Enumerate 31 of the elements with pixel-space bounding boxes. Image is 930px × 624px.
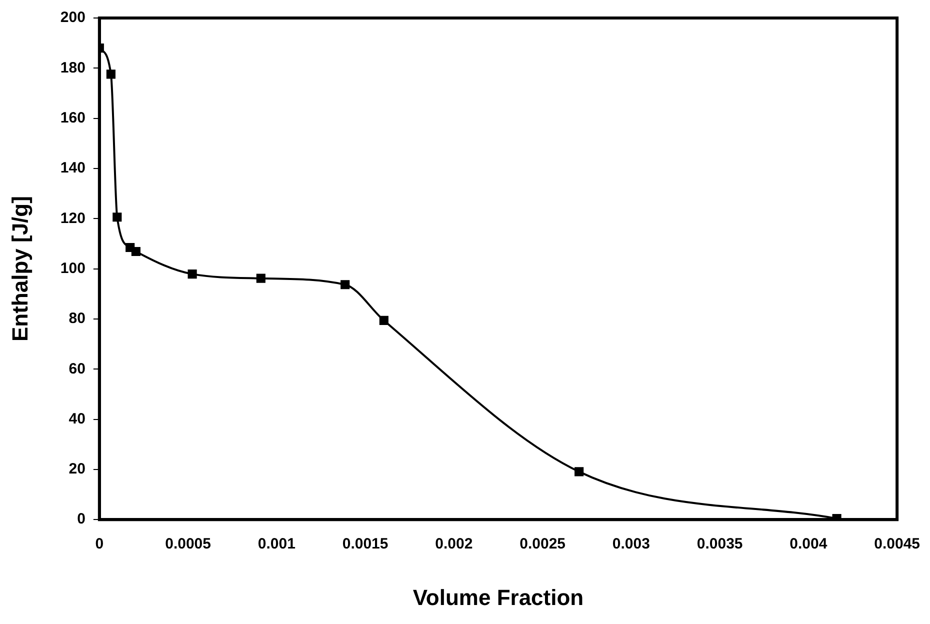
y-tick-label: 180 bbox=[60, 59, 86, 76]
x-tick-label: 0.0045 bbox=[874, 536, 920, 553]
x-tick-label: 0.003 bbox=[612, 536, 650, 553]
point bbox=[106, 70, 116, 79]
point bbox=[574, 467, 584, 476]
y-tick-label: 100 bbox=[60, 260, 86, 277]
y-tick-label: 80 bbox=[68, 310, 86, 328]
point bbox=[256, 274, 266, 283]
x-tick-label: 0.0035 bbox=[696, 536, 743, 553]
x-tick-label: 0 bbox=[95, 536, 104, 553]
point bbox=[188, 270, 197, 279]
y-axis-title: Enthalpy [J/g] bbox=[7, 196, 32, 342]
x-axis-title: Volume Fraction bbox=[412, 584, 584, 610]
point bbox=[379, 316, 388, 325]
point bbox=[131, 246, 140, 256]
y-tick-label: 200 bbox=[60, 9, 86, 26]
y-tick-label: 40 bbox=[68, 410, 86, 428]
point bbox=[340, 280, 350, 290]
x-tick-label: 0.0025 bbox=[520, 536, 566, 553]
y-tick-label: 160 bbox=[60, 109, 86, 126]
x-tick-label: 0.0015 bbox=[342, 536, 388, 553]
x-tick-label: 0.002 bbox=[435, 536, 473, 553]
y-tick-label: 0 bbox=[77, 510, 86, 528]
y-tick-label: 20 bbox=[68, 460, 86, 478]
y-tick-label: 140 bbox=[60, 160, 86, 177]
x-tick-label: 0.001 bbox=[258, 536, 296, 553]
x-tick-label: 0.0005 bbox=[165, 536, 211, 553]
point bbox=[112, 212, 122, 222]
x-tick-label: 0.004 bbox=[790, 536, 828, 553]
y-tick-label: 60 bbox=[68, 360, 86, 378]
y-tick-label: 120 bbox=[60, 210, 86, 227]
